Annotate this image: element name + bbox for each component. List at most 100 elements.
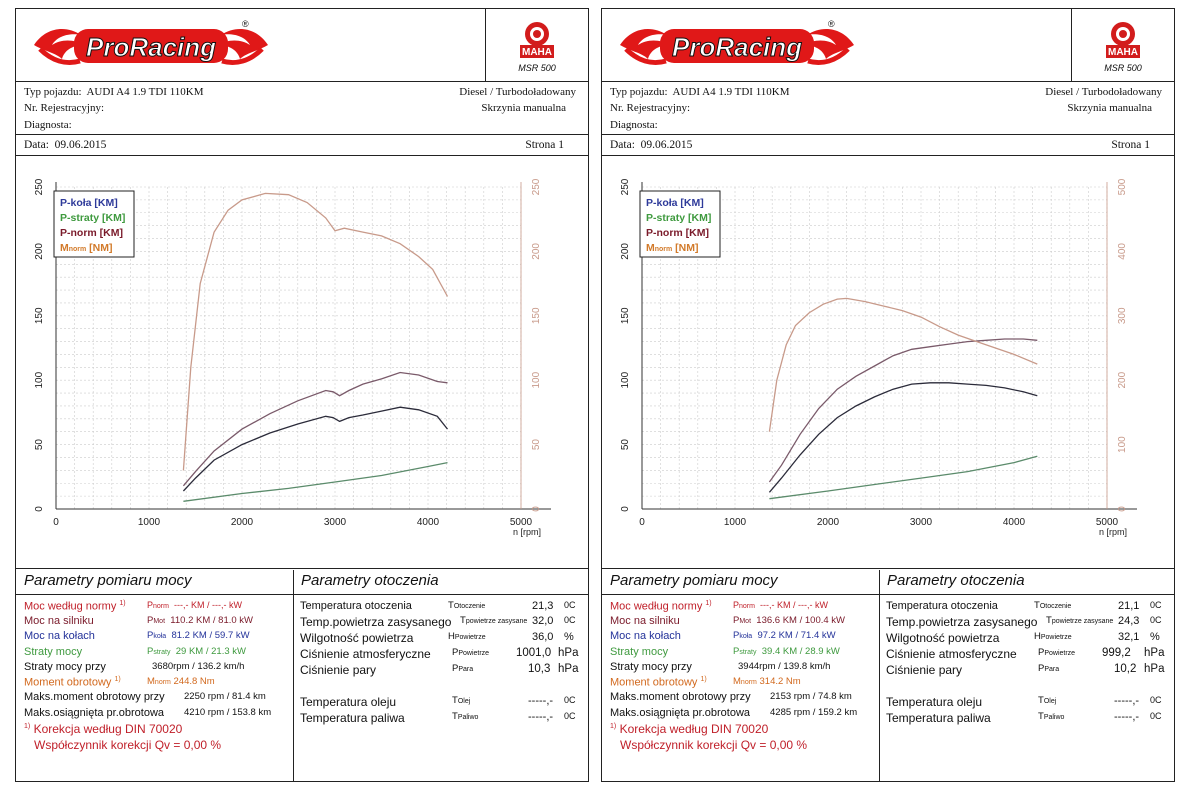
y-right-tick-label: 0 [531,506,542,512]
parameters-section: Parametry pomiaru mocy Parametry otoczen… [602,570,1174,782]
y-right-tick-label: 100 [1117,436,1128,453]
y-right-tick-label: 200 [531,243,542,260]
y-left-tick-label: 250 [34,178,45,195]
x-axis-title: n [rpm] [1099,527,1127,537]
param-temp-oleju: Temperatura oleju TOlej -----,- 0C [300,695,576,709]
y-left-tick-label: 0 [620,506,631,512]
x-tick-label: 1000 [724,517,747,528]
registration-label: Nr. Rejestracyjny: [610,102,691,114]
diagnostician-label: Diagnosta: [24,119,72,131]
y-right-tick-label: 150 [531,307,542,324]
y-left-tick-label: 250 [620,178,631,195]
y-right-tick-label: 100 [531,371,542,388]
param-cisnienie-pary: Ciśnienie pary PPara 10,3 hPa [300,663,579,677]
y-right-tick-label: 500 [1117,178,1128,195]
param-maks-moment: Maks.moment obrotowy przy 2153 rpm / 74.… [610,691,852,703]
series-line [182,192,449,471]
dyno-report: ProRacing ® MAHA MSR 500 Typ pojazdu: AU… [601,8,1175,782]
maha-logo-box: MAHA MSR 500 [1071,9,1174,82]
legend-item-torque: Mnorm [NM] [646,242,699,254]
series-line [768,382,1038,493]
fuel-type: Diesel / Turbodoładowany [459,86,576,98]
param-temp-powietrza: Temp.powietrza zasysanego Tpowietrze zas… [300,615,576,629]
param-temp-paliwa: Temperatura paliwa TPaliwo -----,- 0C [886,711,1162,725]
vehicle-info: Typ pojazdu: AUDI A4 1.9 TDI 110KM Nr. R… [16,83,588,135]
dyno-chart: 0 1000 2000 3000 4000 5000 n [rpm] 0 50 100 150 200… [602,157,1174,569]
maha-emblem: MAHA [520,22,554,58]
date-value: 09.06.2015 [640,139,693,151]
legend-item: P-koła [KM] [646,197,704,209]
param-temp-otoczenia: Temperatura otoczenia TOtoczenie 21,3 0C [300,600,576,612]
x-tick-label: 0 [53,517,59,528]
param-temp-oleju: Temperatura oleju TOlej -----,- 0C [886,695,1162,709]
date-row: Data: 09.06.2015 Strona 1 [16,136,588,156]
x-tick-label: 2000 [817,517,840,528]
diagnostician-label: Diagnosta: [610,119,658,131]
y-right-tick-label: 300 [1117,307,1128,324]
param-maks-obrot: Maks.osiągnięta pr.obrotowa 4210 rpm / 1… [24,707,272,719]
fuel-type: Diesel / Turbodoładowany [1045,86,1162,98]
gearbox-type: Skrzynia manualna [481,102,566,114]
series-line [768,338,1038,483]
y-left-tick-label: 100 [620,371,631,388]
wspolczynnik-note: Współczynnik korekcji Qv = 0,00 % [34,738,222,752]
y-left-tick-label: 50 [620,439,631,451]
legend-item-torque: Mnorm [NM] [60,242,113,254]
x-tick-label: 2000 [231,517,254,528]
x-tick-label: 1000 [138,517,161,528]
y-left-tick-label: 50 [34,439,45,451]
ambient-params-title: Parametry otoczenia [301,572,439,589]
date-label: Data: [24,139,49,151]
param-cisnienie-pary: Ciśnienie pary PPara 10,2 hPa [886,663,1165,677]
korekcja-note: 1) Korekcja według DIN 70020 [610,722,769,736]
vehicle-value: AUDI A4 1.9 TDI 110KM [672,86,790,98]
date-label: Data: [610,139,635,151]
x-tick-label: 3000 [910,517,933,528]
vehicle-label: Typ pojazdu: [24,86,82,98]
series-line [182,371,448,487]
dyno-model: MSR 500 [518,63,556,73]
maha-logo-box: MAHA MSR 500 [485,9,588,82]
legend-item: P-straty [KM] [646,212,711,224]
ambient-params-title: Parametry otoczenia [887,572,1025,589]
param-straty: Straty mocy Pstraty 29 KM / 21.3 kW [24,646,246,658]
proracing-logo: ProRacing ® [34,19,268,65]
date-value: 09.06.2015 [54,139,107,151]
dyno-chart: 0 1000 2000 3000 4000 5000 n [rpm] 0 50 100 150 200… [16,157,588,569]
y-right-tick-label: 0 [1117,506,1128,512]
param-moc-silnik: Moc na silniku PMot 110.2 KM / 81.0 kW [24,615,254,627]
series-line [769,455,1038,500]
maha-text: MAHA [522,47,552,58]
x-tick-label: 5000 [510,517,533,528]
brand-text: ProRacing [672,32,802,62]
legend-item: P-norm [KM] [646,227,709,239]
param-maks-obrot: Maks.osiągnięta pr.obrotowa 4285 rpm / 1… [610,707,858,719]
y-right-tick-label: 250 [531,178,542,195]
wspolczynnik-note: Współczynnik korekcji Qv = 0,00 % [620,738,808,752]
params-title-rule [602,594,1174,595]
korekcja-note: 1) Korekcja według DIN 70020 [24,722,183,736]
legend-item: P-koła [KM] [60,197,118,209]
y-right-tick-label: 50 [531,439,542,451]
param-moment: Moment obrotowy 1) Mnorm 244.8 Nm [24,676,215,689]
y-left-tick-label: 150 [620,307,631,324]
report-header: ProRacing ® MAHA MSR 500 [16,9,588,82]
x-tick-label: 4000 [417,517,440,528]
param-wilgotnosc: Wilgotność powietrza HPowietrze 32,1 % [886,631,1160,645]
y-left-tick-label: 0 [34,506,45,512]
vehicle-label: Typ pojazdu: [610,86,668,98]
registration-label: Nr. Rejestracyjny: [24,102,105,114]
legend-box [639,190,721,258]
y-left-tick-label: 100 [34,371,45,388]
y-left-tick-label: 200 [620,243,631,260]
param-moc-silnik: Moc na silniku PMot 136.6 KM / 100.4 kW [610,615,846,627]
x-tick-label: 0 [639,517,645,528]
dyno-report: ProRacing ® MAHA MSR 500 Typ pojazdu: AU… [15,8,589,782]
maha-text: MAHA [1108,47,1138,58]
param-straty-przy: Straty mocy przy 3680rpm / 136.2 km/h [24,661,245,673]
series-line [183,461,448,502]
param-cisnienie: Ciśnienie atmosferyczne PPowietrze 999,2… [886,647,1165,661]
y-left-tick-label: 150 [34,307,45,324]
